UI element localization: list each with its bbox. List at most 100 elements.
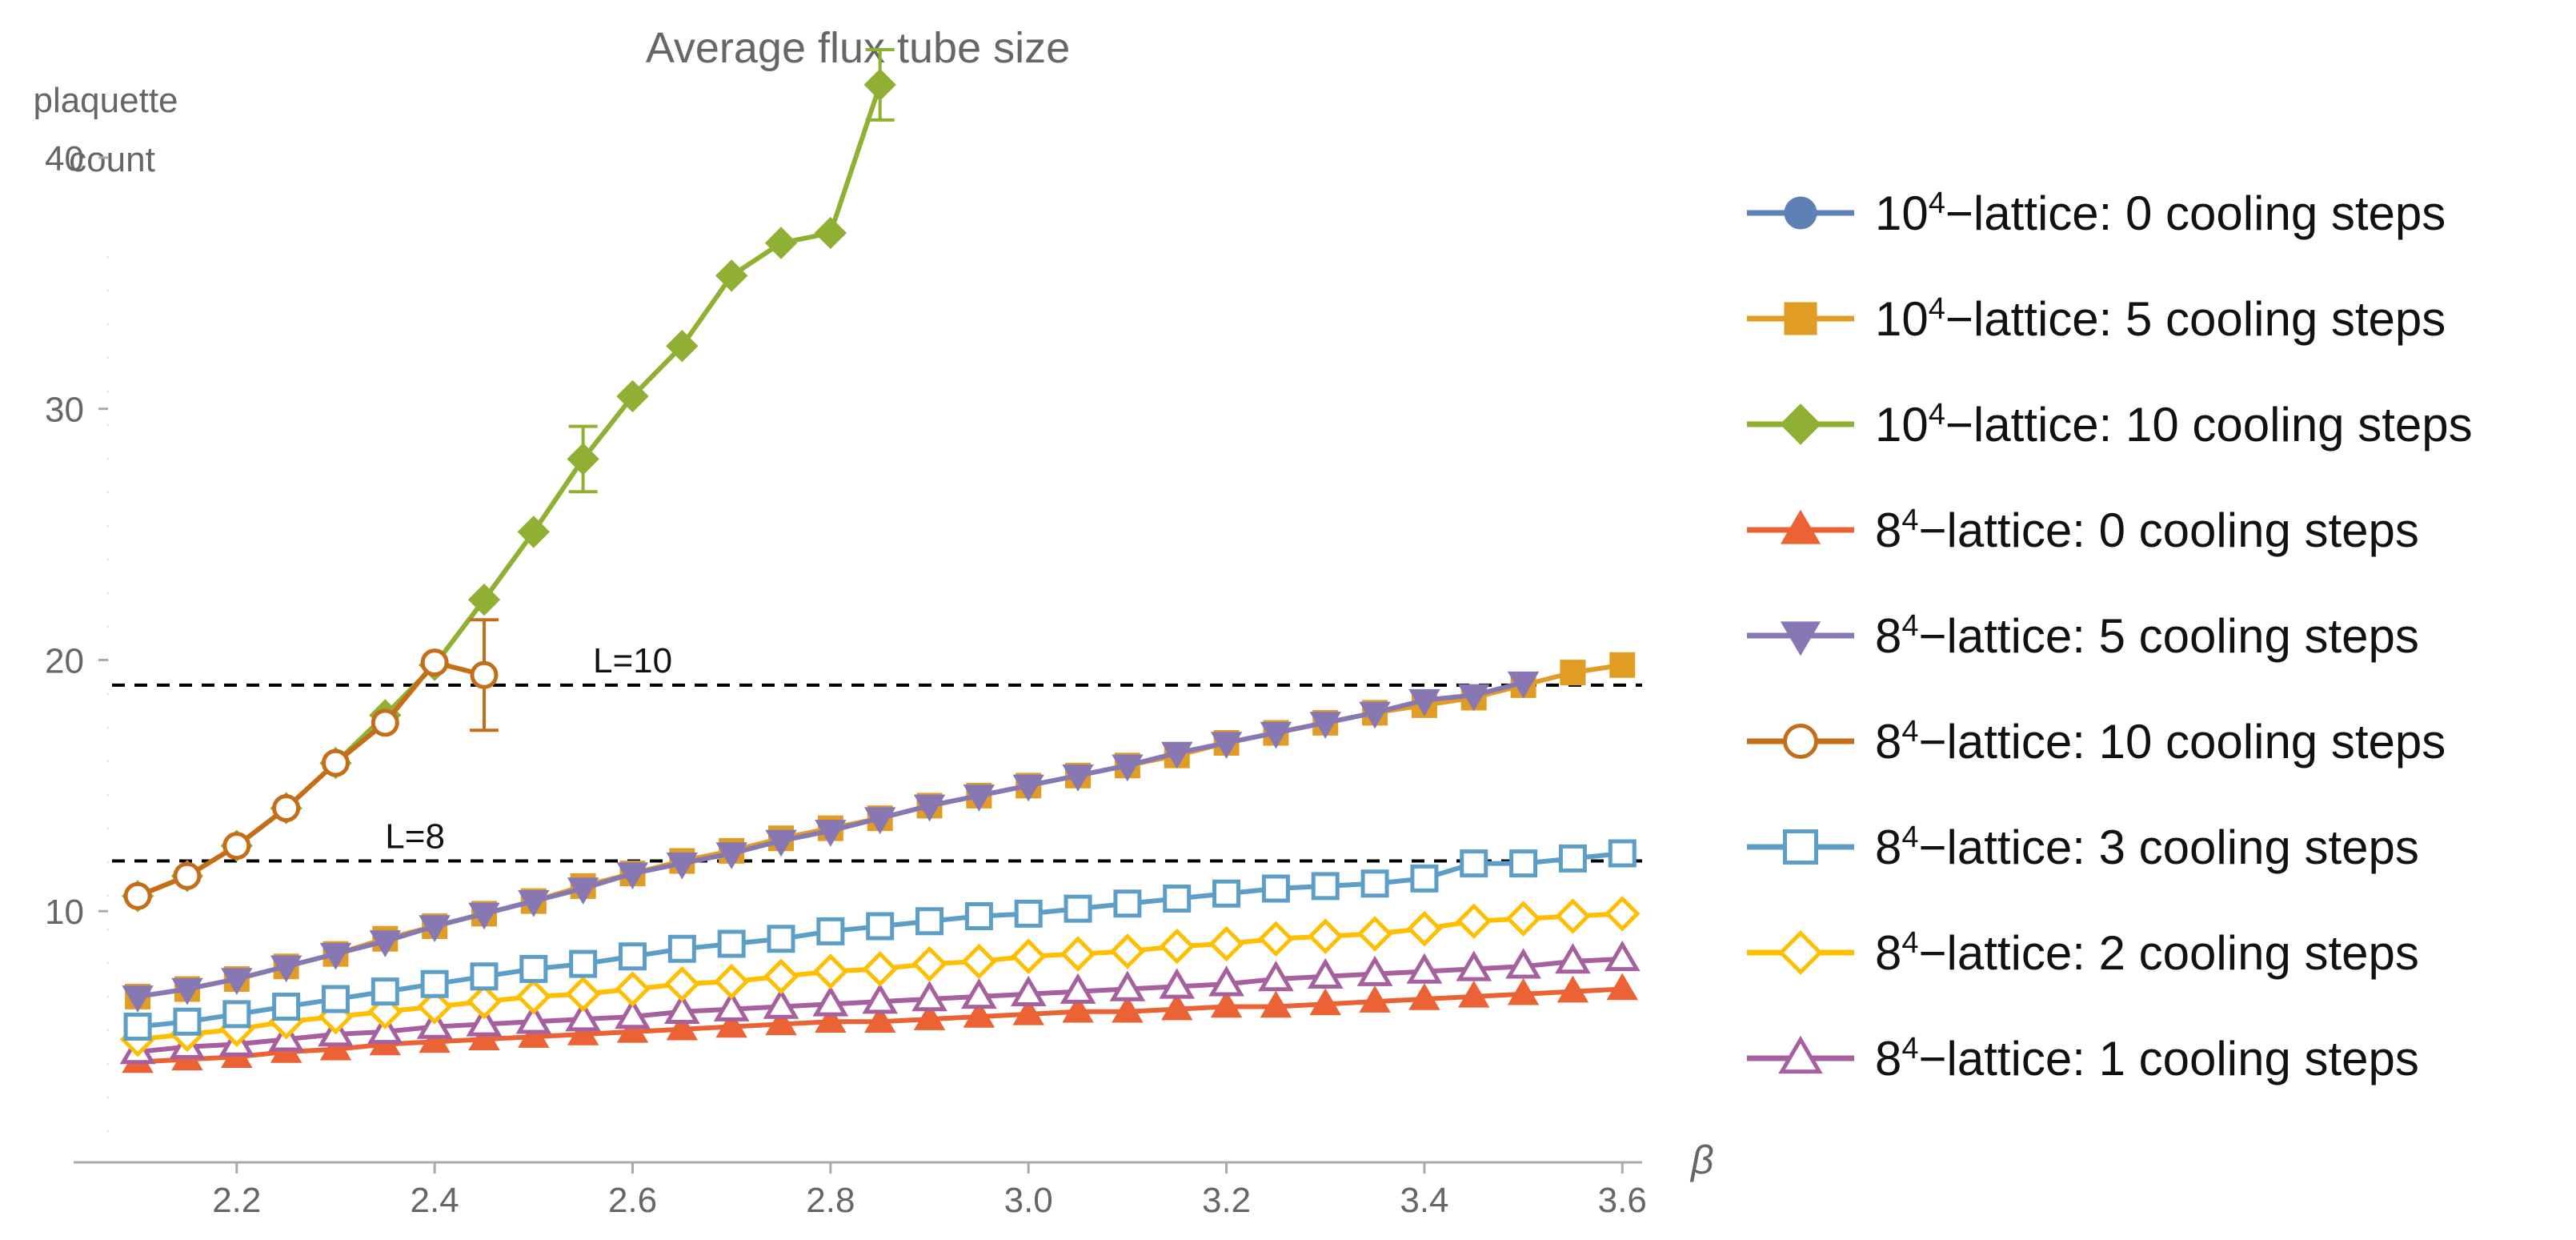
- data-point: [173, 861, 202, 890]
- legend-label: 104−lattice: 0 cooling steps: [1875, 186, 2446, 241]
- data-point: [1160, 993, 1193, 1021]
- data-point: [1163, 885, 1192, 913]
- data-point: [319, 942, 352, 970]
- data-point: [1258, 960, 1294, 992]
- data-point: [616, 862, 649, 890]
- data-point: [1604, 896, 1641, 932]
- x-tick-label: 2.4: [411, 1181, 459, 1220]
- data-point: [713, 990, 750, 1021]
- reference-lines: L=10 L=8: [112, 641, 1642, 863]
- x-tick-label: 2.2: [212, 1181, 261, 1220]
- data-point: [567, 443, 599, 476]
- data-point: [1460, 849, 1488, 878]
- data-point: [1609, 652, 1636, 678]
- data-point: [518, 889, 550, 917]
- data-point: [663, 993, 700, 1024]
- legend-label-text: −lattice: 10 cooling steps: [1918, 714, 2446, 768]
- data-point: [569, 949, 598, 978]
- x-tick-label: 3.6: [1598, 1181, 1647, 1220]
- legend-label-text: −lattice: 0 cooling steps: [1918, 503, 2419, 557]
- data-point: [717, 929, 746, 958]
- data-point: [1555, 898, 1591, 934]
- legend-label: 84−lattice: 1 cooling steps: [1875, 1031, 2419, 1086]
- data-point: [1780, 621, 1821, 656]
- legend-label-exponent: 4: [1901, 503, 1919, 537]
- data-point: [1112, 995, 1144, 1023]
- data-point: [1356, 955, 1393, 986]
- data-point: [517, 516, 550, 548]
- data-point: [1159, 928, 1196, 965]
- data-point: [1560, 660, 1586, 686]
- data-point: [1778, 930, 1823, 975]
- legend-label-text: −lattice: 3 cooling steps: [1918, 820, 2419, 874]
- legend-label: 84−lattice: 3 cooling steps: [1875, 820, 2419, 875]
- data-point: [567, 1017, 599, 1045]
- data-point: [1458, 980, 1490, 1008]
- series: [122, 671, 1540, 1013]
- data-point: [964, 901, 993, 930]
- legend-swatch: [1747, 930, 1854, 975]
- data-point: [419, 1025, 451, 1053]
- data-point: [911, 981, 947, 1012]
- legend-item: 84−lattice: 3 cooling steps: [1741, 794, 2573, 900]
- legend-label-exponent: 4: [1901, 1031, 1919, 1065]
- data-point: [863, 68, 896, 102]
- data-point: [618, 942, 647, 971]
- data-point: [1780, 403, 1821, 445]
- data-point: [713, 963, 750, 1000]
- data-point: [911, 945, 947, 982]
- series-line: [136, 83, 883, 899]
- data-point: [1784, 196, 1817, 230]
- data-point: [416, 989, 453, 1025]
- legend-label-text: −lattice: 5 cooling steps: [1945, 291, 2446, 346]
- data-point: [467, 583, 501, 616]
- legend-label-text: −lattice: 0 cooling steps: [1945, 186, 2446, 240]
- data-point: [270, 955, 302, 983]
- data-point: [1010, 938, 1047, 974]
- data-point: [371, 977, 399, 1006]
- data-point: [667, 934, 696, 963]
- x-ticks: 2.2 2.4 2.6 2.8 3.0 3.2 3.4 3.6: [212, 1162, 1647, 1220]
- data-point: [416, 1008, 453, 1039]
- data-point: [1604, 940, 1641, 972]
- data-point: [1507, 671, 1540, 699]
- x-tick-label: 3.0: [1004, 1181, 1053, 1220]
- legend-label: 84−lattice: 5 cooling steps: [1875, 608, 2419, 664]
- data-point: [1783, 829, 1818, 865]
- data-point: [1359, 985, 1391, 1013]
- data-point: [767, 925, 795, 953]
- data-point: [616, 379, 649, 413]
- y-tick-label: 20: [45, 641, 84, 680]
- data-point: [565, 976, 601, 1013]
- data-point: [369, 930, 402, 957]
- y-ticks: 10 20 30 40: [45, 139, 108, 932]
- data-point: [1109, 933, 1146, 969]
- legend-label: 104−lattice: 10 cooling steps: [1875, 397, 2473, 452]
- data-point: [222, 832, 251, 861]
- data-point: [866, 912, 895, 941]
- data-point: [1309, 988, 1341, 1016]
- data-point: [1456, 903, 1492, 940]
- data-point: [1505, 948, 1541, 979]
- data-point: [863, 1005, 896, 1033]
- legend-label: 104−lattice: 5 cooling steps: [1875, 291, 2446, 347]
- data-point: [814, 216, 847, 250]
- data-point: [1060, 936, 1096, 972]
- legend-swatch: [1747, 403, 1854, 445]
- legend-swatch: [1747, 302, 1854, 335]
- data-point: [666, 330, 699, 363]
- data-point: [715, 842, 747, 870]
- legend-label-base: 8: [1875, 820, 1902, 874]
- data-point: [1258, 921, 1294, 957]
- legend-item: 104−lattice: 0 cooling steps: [1741, 160, 2573, 266]
- data-point: [470, 660, 499, 689]
- data-point: [1780, 509, 1821, 544]
- data-point: [961, 943, 997, 980]
- data-point: [272, 794, 301, 823]
- data-point: [419, 915, 451, 943]
- data-point: [518, 1021, 550, 1048]
- legend-label-base: 10: [1875, 186, 1929, 240]
- data-point: [222, 1000, 251, 1029]
- data-point: [1261, 874, 1290, 903]
